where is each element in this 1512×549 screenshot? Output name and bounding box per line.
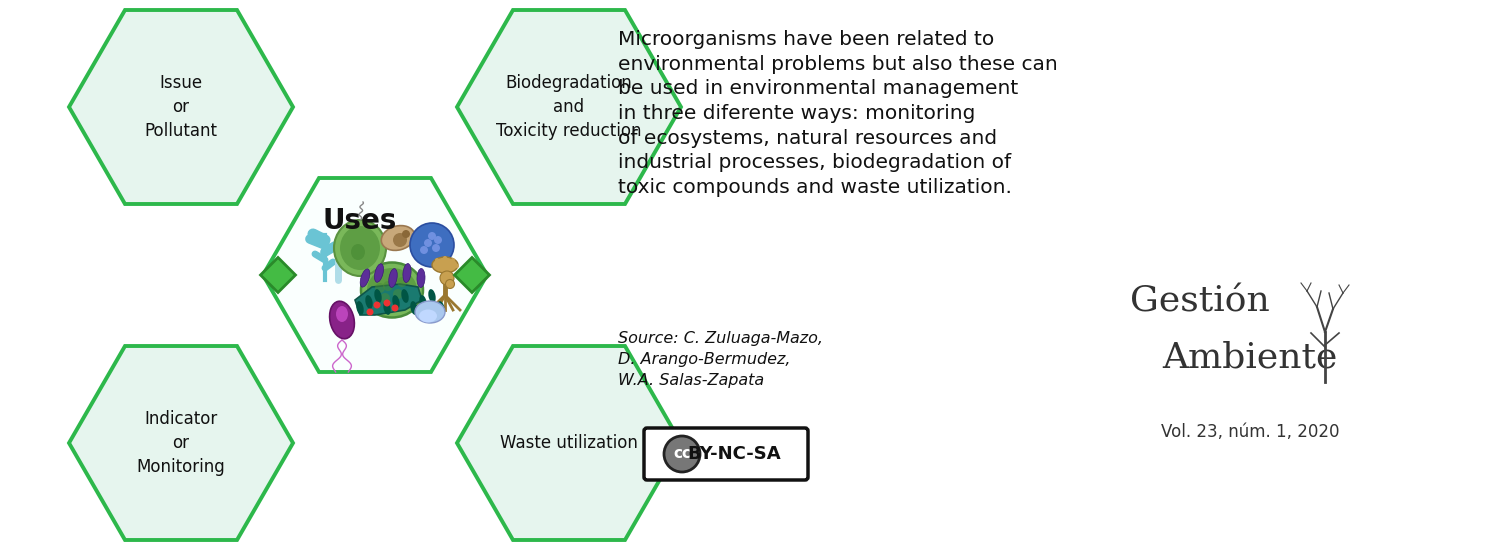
Polygon shape xyxy=(455,257,490,293)
Circle shape xyxy=(455,264,460,268)
Text: Issue
or
Pollutant: Issue or Pollutant xyxy=(145,75,218,139)
Circle shape xyxy=(446,279,455,289)
Ellipse shape xyxy=(366,295,373,309)
Circle shape xyxy=(384,300,390,306)
Ellipse shape xyxy=(336,306,348,322)
Ellipse shape xyxy=(357,301,364,315)
Text: Microorganisms have been related to
environmental problems but also these can
be: Microorganisms have been related to envi… xyxy=(618,30,1058,197)
Circle shape xyxy=(428,232,435,240)
Ellipse shape xyxy=(437,301,445,315)
Ellipse shape xyxy=(375,264,384,282)
Polygon shape xyxy=(70,346,293,540)
Circle shape xyxy=(435,258,438,262)
Ellipse shape xyxy=(389,268,398,287)
Circle shape xyxy=(410,223,454,267)
Text: BY-NC-SA: BY-NC-SA xyxy=(686,445,780,463)
Ellipse shape xyxy=(419,310,437,322)
Polygon shape xyxy=(457,10,680,204)
Text: Gestión: Gestión xyxy=(1129,285,1270,319)
Circle shape xyxy=(375,283,386,293)
Ellipse shape xyxy=(381,226,414,250)
Circle shape xyxy=(443,256,448,260)
Circle shape xyxy=(423,239,432,247)
Circle shape xyxy=(393,233,407,247)
Text: Indicator
or
Monitoring: Indicator or Monitoring xyxy=(136,411,225,475)
Ellipse shape xyxy=(410,301,417,315)
Text: Ambiente: Ambiente xyxy=(1163,340,1338,374)
Text: Uses: Uses xyxy=(324,207,398,235)
Ellipse shape xyxy=(392,295,399,309)
FancyBboxPatch shape xyxy=(644,428,807,480)
Circle shape xyxy=(402,230,410,238)
Text: Source: C. Zuluaga-Mazo,
D. Arango-Bermudez,
W.A. Salas-Zapata: Source: C. Zuluaga-Mazo, D. Arango-Bermu… xyxy=(618,331,823,388)
Polygon shape xyxy=(355,284,422,315)
Ellipse shape xyxy=(417,268,425,288)
Ellipse shape xyxy=(383,301,390,315)
Ellipse shape xyxy=(432,257,458,273)
Polygon shape xyxy=(260,257,295,293)
Text: Vol. 23, núm. 1, 2020: Vol. 23, núm. 1, 2020 xyxy=(1161,423,1340,441)
Ellipse shape xyxy=(360,269,370,287)
Ellipse shape xyxy=(361,262,423,317)
Circle shape xyxy=(451,258,455,262)
Polygon shape xyxy=(263,178,487,372)
Circle shape xyxy=(373,301,381,309)
Circle shape xyxy=(366,309,373,316)
Polygon shape xyxy=(70,10,293,204)
Ellipse shape xyxy=(414,301,445,323)
Circle shape xyxy=(393,289,404,299)
Ellipse shape xyxy=(402,264,411,282)
Circle shape xyxy=(434,236,442,244)
Ellipse shape xyxy=(334,220,386,276)
Circle shape xyxy=(440,271,454,285)
Ellipse shape xyxy=(375,289,381,303)
Circle shape xyxy=(392,305,399,311)
Ellipse shape xyxy=(367,268,417,312)
Ellipse shape xyxy=(419,295,426,309)
Circle shape xyxy=(383,281,393,291)
Ellipse shape xyxy=(428,289,435,303)
Circle shape xyxy=(398,277,407,287)
Ellipse shape xyxy=(351,244,364,260)
Ellipse shape xyxy=(330,301,354,339)
Ellipse shape xyxy=(340,226,380,270)
Circle shape xyxy=(380,293,390,303)
Text: Waste utilization: Waste utilization xyxy=(500,434,638,452)
Circle shape xyxy=(420,246,428,254)
Circle shape xyxy=(664,436,700,472)
Text: cc: cc xyxy=(673,446,691,462)
Ellipse shape xyxy=(401,289,408,303)
Text: Biodegradation
and
Toxicity reduction: Biodegradation and Toxicity reduction xyxy=(496,75,641,139)
Polygon shape xyxy=(457,346,680,540)
Circle shape xyxy=(432,244,440,252)
